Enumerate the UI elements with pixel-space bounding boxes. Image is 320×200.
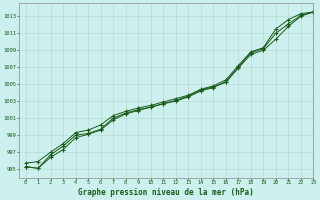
X-axis label: Graphe pression niveau de la mer (hPa): Graphe pression niveau de la mer (hPa) xyxy=(78,188,254,197)
